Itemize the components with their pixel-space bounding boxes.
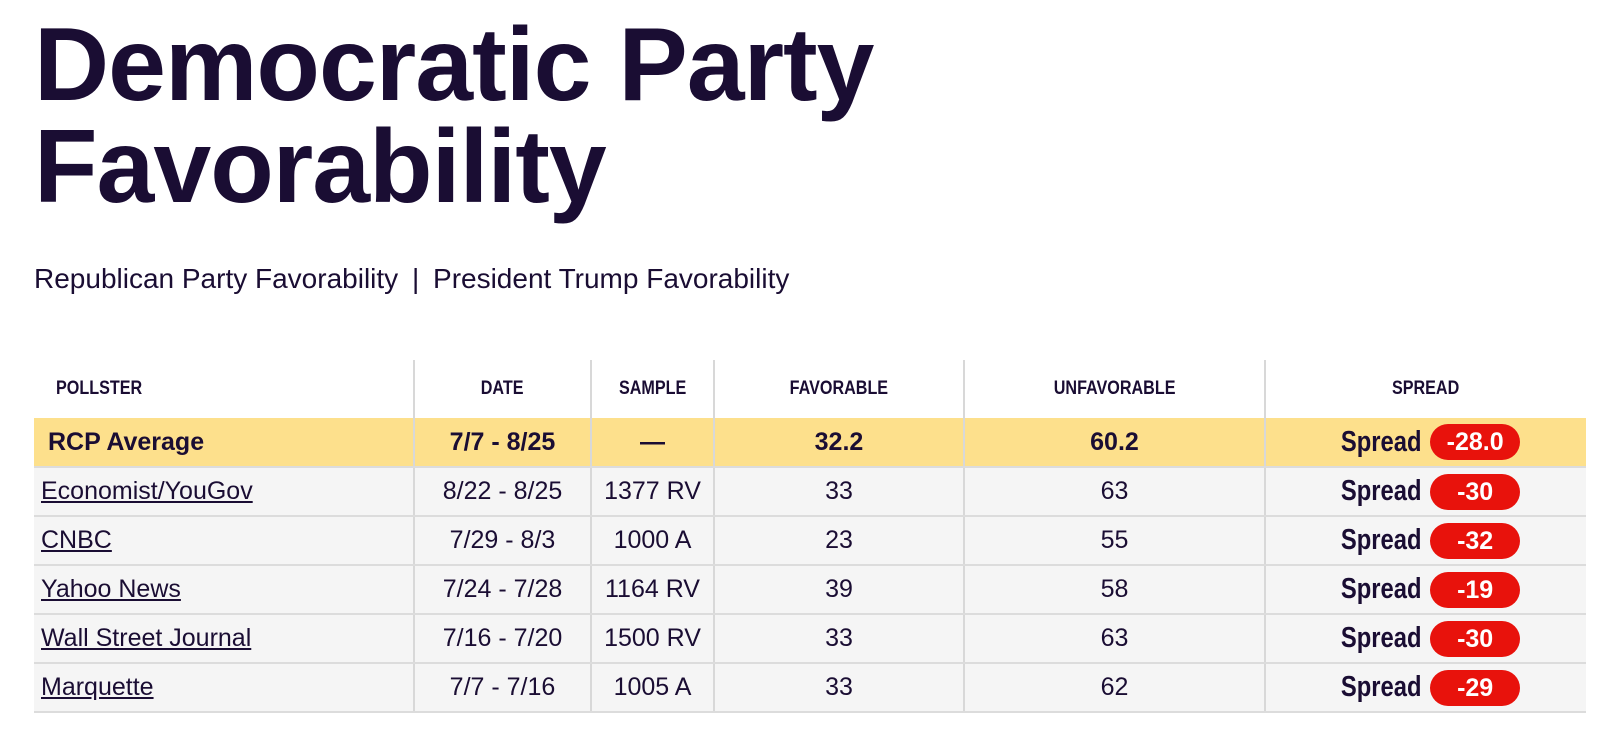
favorable-cell: 23 [713, 516, 964, 566]
spread-badge: -29 [1430, 669, 1521, 706]
spread-label: Spread [1340, 425, 1422, 458]
favorable-cell: 33 [713, 663, 964, 713]
favorable-cell: 33 [713, 467, 964, 517]
sample-cell: 1377 RV [590, 467, 714, 517]
spread-cell: Spread -32 [1264, 516, 1586, 566]
spread-badge: -28.0 [1430, 424, 1521, 460]
pollster-link[interactable]: Yahoo News [41, 575, 181, 603]
spread-group: Spread -19 [1332, 571, 1521, 608]
col-header-pollster: POLLSTER [56, 378, 143, 399]
pollster-link[interactable]: Wall Street Journal [41, 624, 252, 652]
spread-group: Spread -32 [1332, 522, 1521, 559]
sample-cell: 1164 RV [590, 565, 714, 615]
spread-group: Spread -30 [1332, 620, 1521, 657]
average-spread-cell: Spread -28.0 [1264, 418, 1586, 468]
spread-label: Spread [1340, 524, 1422, 556]
date-cell: 7/16 - 7/20 [413, 614, 591, 664]
pollster-link[interactable]: Economist/YouGov [41, 477, 253, 505]
unfavorable-cell: 63 [963, 467, 1265, 517]
page-title-line2: Favorability [34, 109, 607, 225]
average-unfavorable: 60.2 [963, 418, 1265, 468]
col-header-sample: SAMPLE [590, 360, 714, 418]
spread-group: Spread -28.0 [1332, 424, 1521, 460]
date-cell: 8/22 - 8/25 [413, 467, 591, 517]
sample-cell: 1000 A [590, 516, 714, 566]
pollster-cell: Wall Street Journal [34, 614, 414, 664]
polls-table-body: RCP Average 7/7 - 8/25 — 32.2 60.2 Sprea… [34, 418, 1586, 713]
date-cell: 7/29 - 8/3 [413, 516, 591, 566]
col-header-favorable: FAVORABLE [713, 360, 964, 418]
republican-favorability-link[interactable]: Republican Party Favorability [34, 263, 399, 294]
col-header-spread: SPREAD [1264, 360, 1586, 418]
spread-label: Spread [1340, 573, 1422, 605]
spread-badge: -19 [1430, 571, 1521, 608]
spread-badge: -30 [1430, 473, 1521, 510]
pollster-cell: Economist/YouGov [34, 467, 414, 517]
average-favorable: 32.2 [713, 418, 964, 468]
unfavorable-cell: 63 [963, 614, 1265, 664]
sample-cell: 1005 A [590, 663, 714, 713]
spread-label: Spread [1340, 475, 1422, 507]
table-row: CNBC 7/29 - 8/3 1000 A 23 55 Spread -32 [34, 516, 1586, 566]
table-row: Yahoo News 7/24 - 7/28 1164 RV 39 58 Spread -1… [34, 565, 1586, 615]
spread-badge: -30 [1430, 620, 1521, 657]
rcp-average-row: RCP Average 7/7 - 8/25 — 32.2 60.2 Sprea… [34, 418, 1586, 468]
pollster-cell: CNBC [34, 516, 414, 566]
spread-label: Spread [1340, 671, 1422, 703]
col-header-date: DATE [413, 360, 591, 418]
table-row: Wall Street Journal 7/16 - 7/20 1500 RV 33 6… [34, 614, 1586, 664]
pollster-link[interactable]: Marquette [41, 673, 154, 701]
pollster-cell: Yahoo News [34, 565, 414, 615]
spread-cell: Spread -29 [1264, 663, 1586, 713]
average-sample: — [590, 418, 714, 468]
favorable-cell: 33 [713, 614, 964, 664]
spread-badge: -32 [1430, 522, 1521, 559]
table-row: Economist/YouGov 8/22 - 8/25 1377 RV 33 63 Sp… [34, 467, 1586, 517]
spread-group: Spread -29 [1332, 669, 1521, 706]
unfavorable-cell: 62 [963, 663, 1265, 713]
sample-cell: 1500 RV [590, 614, 714, 664]
col-header-unfavorable: UNFAVORABLE [963, 360, 1265, 418]
spread-label: Spread [1340, 622, 1422, 654]
average-date: 7/7 - 8/25 [413, 418, 591, 468]
link-separator: | [411, 263, 420, 294]
table-row: Marquette 7/7 - 7/16 1005 A 33 62 Spread -29 [34, 663, 1586, 713]
spread-group: Spread -30 [1332, 473, 1521, 510]
page-title-line1: Democratic Party [34, 7, 875, 123]
related-links: Republican Party Favorability | Presiden… [34, 262, 789, 296]
date-cell: 7/24 - 7/28 [413, 565, 591, 615]
pollster-cell: Marquette [34, 663, 414, 713]
spread-cell: Spread -30 [1264, 467, 1586, 517]
spread-cell: Spread -30 [1264, 614, 1586, 664]
table-header-row: POLLSTER DATE SAMPLE FAVORABLE UNFAVORAB… [34, 360, 1586, 418]
unfavorable-cell: 55 [963, 516, 1265, 566]
polls-table: POLLSTER DATE SAMPLE FAVORABLE UNFAVORAB… [34, 360, 1586, 713]
unfavorable-cell: 58 [963, 565, 1265, 615]
average-pollster: RCP Average [34, 418, 414, 468]
pollster-link[interactable]: CNBC [41, 526, 112, 554]
date-cell: 7/7 - 7/16 [413, 663, 591, 713]
trump-favorability-link[interactable]: President Trump Favorability [433, 263, 790, 294]
page-title: Democratic Party Favorability [34, 13, 875, 219]
spread-cell: Spread -19 [1264, 565, 1586, 615]
favorable-cell: 39 [713, 565, 964, 615]
